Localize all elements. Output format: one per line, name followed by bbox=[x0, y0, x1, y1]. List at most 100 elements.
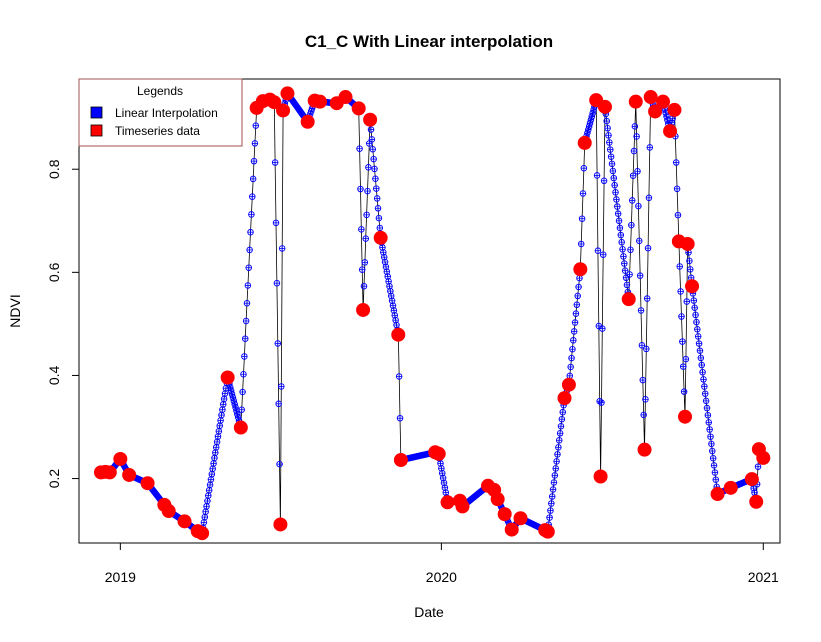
interpolated-point bbox=[276, 460, 283, 468]
interpolated-point bbox=[275, 400, 282, 408]
interpolated-point bbox=[555, 437, 563, 444]
x-tick-label: 2021 bbox=[748, 569, 779, 585]
interpolated-point bbox=[606, 139, 613, 146]
interpolated-point bbox=[629, 172, 637, 179]
interpolated-point bbox=[679, 363, 687, 370]
interpolated-point bbox=[613, 196, 620, 203]
interpolated-point bbox=[639, 376, 647, 384]
timeseries-point bbox=[391, 327, 406, 342]
timeseries-point bbox=[490, 492, 505, 507]
interpolated-point bbox=[711, 469, 719, 476]
interpolated-point bbox=[230, 397, 238, 405]
x-tick-label: 2020 bbox=[426, 569, 457, 585]
interpolated-point bbox=[396, 414, 404, 422]
timeseries-point bbox=[643, 90, 658, 105]
interpolated-point bbox=[593, 172, 601, 179]
timeseries-point bbox=[220, 370, 235, 385]
interpolated-point bbox=[212, 444, 220, 451]
interpolated-point bbox=[633, 133, 640, 140]
interpolated-point bbox=[573, 301, 581, 309]
timeseries-point bbox=[557, 391, 572, 406]
interpolated-point bbox=[710, 462, 718, 469]
interpolated-point bbox=[548, 493, 556, 500]
interpolated-point bbox=[200, 519, 208, 526]
interpolated-point bbox=[369, 145, 377, 153]
interpolated-point bbox=[705, 419, 713, 426]
interpolated-point bbox=[623, 281, 631, 289]
timeseries-point bbox=[667, 102, 682, 117]
interpolated-point bbox=[694, 325, 701, 333]
interpolated-point bbox=[220, 395, 228, 403]
interpolated-point bbox=[382, 263, 390, 271]
interpolated-point bbox=[612, 189, 619, 196]
interpolated-point bbox=[696, 347, 704, 354]
timeseries-point bbox=[300, 114, 315, 129]
interpolated-point bbox=[231, 400, 238, 408]
timeseries-point bbox=[177, 514, 192, 529]
interpolated-point bbox=[634, 168, 641, 175]
interpolated-point bbox=[619, 246, 626, 253]
interpolated-point bbox=[694, 333, 702, 340]
interpolated-point bbox=[211, 454, 218, 462]
interpolated-point bbox=[697, 354, 705, 362]
interpolated-point bbox=[618, 238, 625, 246]
interpolated-point bbox=[549, 486, 557, 493]
timeseries-point bbox=[455, 499, 470, 514]
interpolated-point bbox=[249, 175, 257, 183]
interpolated-point bbox=[678, 313, 685, 320]
y-axis: 0.2 0.4 0.6 0.8 bbox=[46, 159, 80, 488]
plot-area bbox=[93, 86, 771, 541]
interpolated-point bbox=[239, 388, 246, 396]
interpolated-point bbox=[241, 335, 249, 342]
interpolated-point bbox=[373, 195, 381, 202]
interpolated-point bbox=[598, 399, 605, 406]
interpolated-point bbox=[674, 211, 682, 219]
interpolated-point bbox=[701, 390, 709, 397]
interpolated-point bbox=[611, 181, 618, 189]
timeseries-points bbox=[93, 86, 771, 541]
interpolated-point bbox=[672, 159, 680, 166]
interpolated-point bbox=[227, 387, 235, 395]
interpolated-point bbox=[356, 145, 363, 152]
timeseries-point bbox=[363, 112, 378, 127]
interpolated-point bbox=[663, 113, 670, 120]
legend: Legends Linear Interpolation Timeseries … bbox=[78, 78, 243, 147]
interpolated-point bbox=[548, 500, 555, 507]
interpolated-point bbox=[616, 224, 624, 232]
interpolated-point bbox=[621, 267, 629, 274]
legend-entry-timeseries: Timeseries data bbox=[115, 124, 200, 138]
interpolated-point bbox=[574, 292, 581, 300]
interpolated-point bbox=[248, 211, 255, 218]
interpolated-point bbox=[395, 373, 403, 380]
interpolated-point bbox=[208, 470, 216, 478]
interpolated-point bbox=[691, 304, 698, 311]
interpolated-point bbox=[636, 272, 644, 279]
interpolated-point bbox=[686, 257, 693, 265]
interpolated-point bbox=[698, 361, 705, 369]
timeseries-point bbox=[663, 124, 678, 139]
timeseries-point bbox=[161, 504, 176, 519]
interpolated-point bbox=[615, 217, 623, 225]
timeseries-point bbox=[276, 103, 291, 118]
interpolated-point bbox=[577, 240, 585, 248]
interpolated-point bbox=[357, 185, 364, 193]
interpolated-point bbox=[247, 228, 254, 236]
interpolated-point bbox=[673, 185, 681, 193]
interpolated-point bbox=[240, 370, 247, 378]
interpolated-point bbox=[628, 197, 636, 204]
interpolated-point bbox=[709, 447, 716, 455]
interpolated-point bbox=[702, 397, 710, 405]
interpolated-point bbox=[609, 167, 617, 175]
interpolated-point bbox=[232, 404, 239, 411]
interpolated-point bbox=[387, 292, 395, 300]
timeseries-point bbox=[710, 487, 725, 502]
interpolated-point bbox=[679, 338, 686, 345]
interpolated-point bbox=[571, 319, 579, 326]
interpolated-point bbox=[683, 298, 691, 305]
interpolated-point bbox=[365, 164, 372, 171]
interpolated-point bbox=[605, 132, 612, 139]
interpolated-point bbox=[205, 492, 212, 499]
interpolated-point bbox=[599, 251, 607, 258]
interpolated-point bbox=[621, 260, 628, 267]
